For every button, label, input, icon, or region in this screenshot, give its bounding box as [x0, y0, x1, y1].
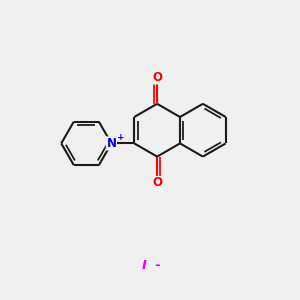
Text: -: - — [154, 259, 159, 272]
Text: O: O — [152, 71, 162, 84]
Text: N: N — [106, 137, 116, 150]
Text: +: + — [117, 133, 124, 142]
Text: I: I — [142, 259, 147, 272]
Text: O: O — [152, 176, 162, 190]
